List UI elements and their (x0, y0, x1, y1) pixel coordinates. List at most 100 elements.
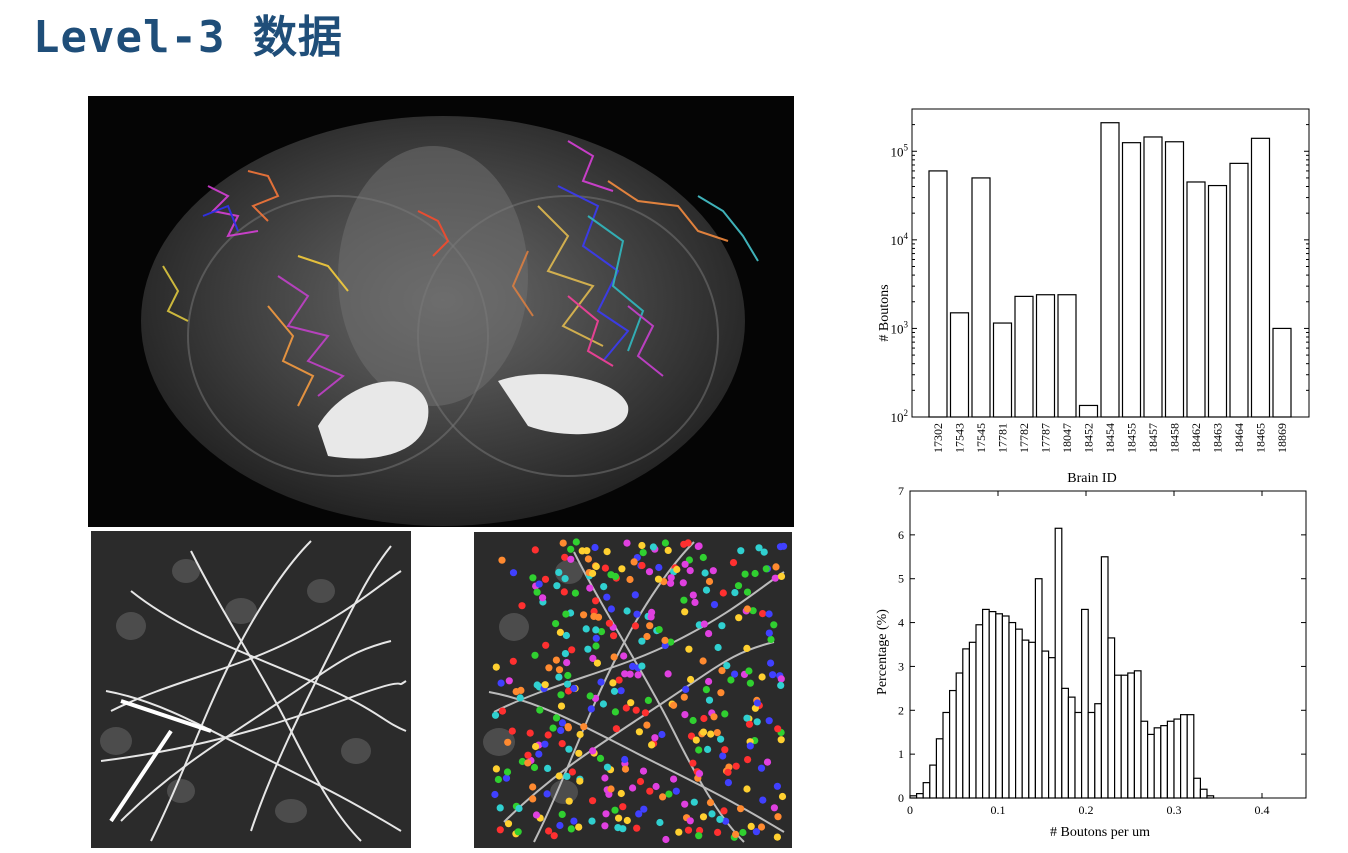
bouton-dot (544, 764, 552, 772)
bouton-dot (737, 805, 745, 813)
histogram-bar (915, 793, 924, 799)
bouton-dot (552, 656, 560, 664)
histogram-bar (1180, 714, 1188, 799)
bouton-dot (557, 691, 565, 699)
bouton-dot (773, 782, 781, 790)
bouton-dot (714, 828, 722, 836)
bouton-dot (610, 632, 618, 640)
bouton-dot (772, 563, 780, 571)
bouton-dot (686, 567, 694, 575)
bouton-dot (518, 757, 526, 766)
bouton-dot (550, 832, 558, 840)
bouton-dot (592, 597, 600, 605)
histogram-bar (1160, 725, 1168, 799)
bouton-dot (614, 824, 622, 832)
bouton-dot (603, 763, 612, 771)
histogram-bar (1120, 674, 1129, 799)
bouton-dot (737, 547, 745, 555)
bouton-dot (700, 714, 708, 723)
bouton-dot (716, 815, 724, 823)
bouton-dot (687, 732, 696, 740)
histogram-bar (1028, 641, 1037, 799)
bouton-dot (692, 736, 700, 744)
bouton-dot (627, 699, 635, 707)
bouton-dot (601, 774, 609, 782)
bouton-dot (584, 555, 592, 563)
bouton-dot (531, 651, 539, 659)
bar-18462 (1186, 181, 1206, 418)
bouton-dot (694, 542, 702, 550)
bouton-dot (665, 790, 673, 798)
bouton-dot (670, 701, 678, 709)
bar-17302 (928, 170, 948, 418)
bouton-dot (751, 569, 759, 578)
bouton-dot (638, 561, 646, 570)
bouton-dot (734, 582, 743, 590)
x-tick-label: 18457 (1146, 423, 1160, 453)
boutons-per-um-histogram: 0 1 2 3 4 5 6 7 0 0.1 0.2 0.3 0.4 Percentage (%) # … (875, 484, 1307, 840)
x-tick-label: 0 (907, 803, 913, 817)
bouton-dot (695, 746, 703, 754)
bouton-dot (596, 754, 605, 762)
bar-17543 (949, 312, 970, 418)
bouton-dot (575, 749, 583, 757)
bars (928, 122, 1292, 418)
bouton-dot (727, 676, 735, 684)
y-tick-label: 103 (891, 319, 909, 336)
x-tick-label: 18458 (1168, 423, 1182, 453)
bouton-dot (565, 745, 573, 753)
bouton-dot (524, 759, 532, 767)
histogram-bar (1114, 674, 1122, 799)
x-tick-label: 18465 (1254, 423, 1268, 453)
bouton-dot (580, 611, 588, 619)
x-axis-label: # Boutons per um (1050, 825, 1150, 840)
bouton-dot (634, 671, 642, 679)
bouton-dot (504, 738, 512, 746)
histogram-bar (1048, 657, 1056, 799)
y-axis-label: # Boutons (877, 284, 892, 341)
bouton-dot (552, 620, 560, 628)
bouton-dot (770, 621, 778, 629)
bouton-dot (641, 709, 649, 717)
bouton-dot (492, 663, 500, 671)
x-tick-label: 0.2 (1079, 803, 1094, 817)
bouton-dot (555, 568, 563, 576)
bouton-dot (635, 810, 643, 818)
histogram-bar (1067, 696, 1076, 799)
bouton-dot (576, 730, 584, 739)
bouton-dot (621, 765, 630, 773)
histogram-bar (1140, 720, 1149, 799)
bouton-dot (603, 548, 611, 556)
bouton-dot (558, 719, 567, 727)
y-tick-label: 6 (898, 528, 904, 542)
slide-title: Level-3 数据 (33, 12, 343, 63)
bouton-dot (718, 667, 726, 675)
bouton-dot (710, 601, 719, 609)
bouton-dot (638, 541, 646, 550)
bouton-dot (529, 783, 537, 791)
bouton-dot (774, 813, 782, 821)
bouton-dot (739, 828, 747, 837)
bouton-dot (636, 777, 645, 786)
bouton-dot (652, 782, 660, 791)
y-tick-label: 5 (898, 572, 904, 586)
bouton-dot (681, 711, 689, 719)
bouton-dot (498, 707, 507, 715)
brain-section-svg (141, 116, 759, 526)
bar-18458 (1164, 141, 1185, 418)
histogram-bar (1021, 639, 1030, 799)
bouton-dot (638, 662, 646, 670)
y-tick-label: 7 (898, 484, 904, 498)
bar-18465 (1250, 137, 1271, 418)
bouton-dot (681, 800, 689, 808)
bouton-dot (667, 574, 675, 582)
bouton-dot (591, 543, 599, 552)
bouton-dot (557, 726, 565, 734)
bouton-dot (776, 543, 785, 551)
histogram-bar (1127, 672, 1135, 799)
bar-18454 (1100, 122, 1120, 418)
histogram-bar (1001, 615, 1010, 799)
bouton-dot (518, 602, 526, 610)
bouton-dot (503, 768, 512, 776)
bouton-dot (639, 767, 648, 775)
